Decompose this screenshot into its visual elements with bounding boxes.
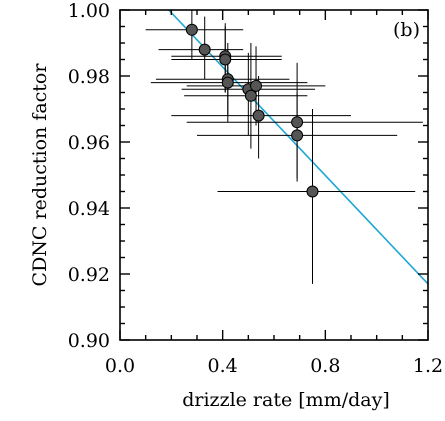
fit-line bbox=[168, 10, 428, 285]
y-tick-label-4: 0.98 bbox=[68, 66, 110, 88]
axis-ticks bbox=[119, 9, 429, 341]
data-point-9 bbox=[252, 109, 265, 122]
y-tick-label-5: 1.00 bbox=[68, 0, 110, 22]
data-point-10 bbox=[291, 116, 304, 129]
x-axis-label: drizzle rate [mm/day] bbox=[182, 389, 390, 411]
panel-label: (b) bbox=[393, 19, 420, 41]
y-tick-label-2: 0.94 bbox=[68, 198, 110, 220]
data-point-8 bbox=[250, 79, 263, 92]
data-point-5 bbox=[221, 76, 234, 89]
y-tick-label-1: 0.92 bbox=[68, 264, 110, 286]
x-tick-label-0: 0.0 bbox=[105, 355, 135, 377]
data-point-12 bbox=[306, 185, 319, 198]
fit-line-layer bbox=[168, 10, 428, 285]
y-tick-labels: 0.90 0.92 0.94 0.96 0.98 1.00 bbox=[68, 0, 110, 352]
x-tick-label-3: 1.2 bbox=[413, 355, 443, 377]
error-bar-layer bbox=[145, 10, 423, 284]
y-tick-label-3: 0.96 bbox=[68, 132, 110, 154]
x-tick-label-2: 0.8 bbox=[310, 355, 340, 377]
data-point-0 bbox=[185, 23, 198, 36]
x-tick-label-1: 0.4 bbox=[208, 355, 238, 377]
data-point-layer bbox=[185, 23, 319, 198]
data-point-7 bbox=[244, 89, 257, 102]
data-point-1 bbox=[198, 43, 211, 56]
y-axis-label: CDNC reduction factor bbox=[29, 63, 51, 287]
x-tick-labels: 0.0 0.4 0.8 1.2 bbox=[105, 355, 443, 377]
data-point-3 bbox=[219, 53, 232, 66]
data-point-11 bbox=[291, 129, 304, 142]
y-tick-label-0: 0.90 bbox=[68, 330, 110, 352]
